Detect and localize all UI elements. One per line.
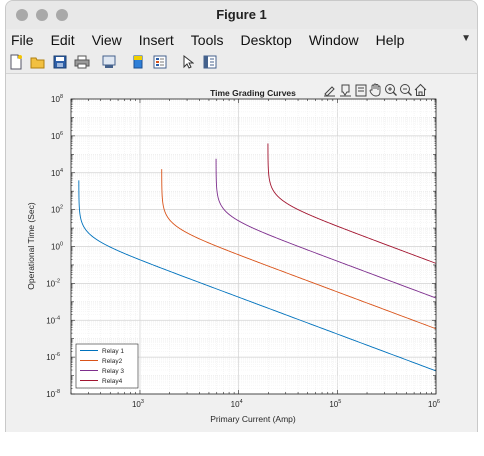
minimize-window-button[interactable] [36, 9, 48, 21]
menu-tools[interactable]: Tools [190, 32, 224, 48]
link-plot-icon[interactable] [102, 54, 118, 70]
legend-icon[interactable] [152, 54, 168, 70]
x-tick-label: 104 [231, 399, 243, 409]
series-line-2[interactable] [161, 169, 437, 330]
menu-file[interactable]: File [11, 32, 34, 48]
y-tick-label: 10-2 [46, 278, 60, 288]
select-arrow-icon[interactable] [180, 54, 196, 70]
series-line-3[interactable] [215, 158, 437, 299]
y-tick-label: 10-8 [46, 389, 60, 399]
y-tick-label: 100 [51, 242, 63, 252]
menu-view[interactable]: View [91, 32, 122, 48]
legend-label: Relay4 [102, 378, 123, 385]
zoom-out-icon[interactable] [400, 84, 412, 96]
legend-label: Relay 1 [102, 348, 124, 355]
menu-bar: File Edit View Insert Tools Desktop Wind… [6, 29, 477, 51]
print-icon[interactable] [74, 54, 90, 70]
maximize-window-button[interactable] [56, 9, 68, 21]
y-tick-labels: 10-8 10-6 10-4 10-2 100 102 104 106 108 [46, 94, 63, 399]
series-lines [78, 143, 437, 372]
x-tick-labels: 103 104 105 106 [132, 399, 440, 409]
x-tick-label: 103 [132, 399, 144, 409]
legend-label: Relay2 [102, 358, 123, 365]
x-tick-label: 106 [428, 399, 440, 409]
figure-toolbar [6, 51, 477, 74]
pan-icon[interactable] [369, 83, 381, 97]
menu-window[interactable]: Window [308, 32, 359, 48]
chart-title: Time Grading Curves [210, 88, 296, 98]
property-inspector-icon[interactable] [202, 54, 218, 70]
legend[interactable]: Relay 1 Relay2 Relay 3 Relay4 [75, 343, 139, 389]
page-background-strip [0, 432, 484, 456]
menu-edit[interactable]: Edit [50, 32, 75, 48]
legend-label: Relay 3 [102, 368, 124, 375]
save-icon[interactable] [52, 54, 68, 70]
export-icon[interactable] [355, 84, 367, 97]
brush-icon[interactable] [324, 86, 335, 97]
zoom-in-icon[interactable] [385, 84, 397, 96]
open-file-icon[interactable] [30, 54, 46, 70]
figure-canvas: 10-8 10-6 10-4 10-2 100 102 104 106 108 103 104 10… [6, 74, 477, 432]
menu-desktop[interactable]: Desktop [240, 32, 292, 48]
menu-insert[interactable]: Insert [138, 32, 174, 48]
figure-window: Figure 1 File Edit View Insert Tools Des… [5, 0, 478, 433]
y-tick-label: 104 [51, 168, 63, 178]
y-tick-label: 10-6 [46, 352, 60, 362]
close-window-button[interactable] [16, 9, 28, 21]
colorbar-icon[interactable] [130, 54, 146, 70]
x-axis-label: Primary Current (Amp) [210, 414, 296, 424]
axes-toolbar [324, 83, 427, 97]
data-tips-icon[interactable] [340, 84, 351, 97]
window-title: Figure 1 [216, 7, 267, 22]
y-tick-label: 102 [51, 205, 63, 215]
series-line-1[interactable] [78, 180, 437, 372]
y-tick-label: 106 [51, 131, 63, 141]
menu-overflow-icon[interactable]: ▼ [461, 33, 471, 44]
y-tick-label: 10-4 [46, 315, 60, 325]
menu-help[interactable]: Help [375, 32, 405, 48]
y-axis-label: Operational Time (Sec) [26, 202, 36, 290]
x-tick-label: 105 [329, 399, 341, 409]
axis-ticks [70, 98, 437, 395]
home-icon[interactable] [414, 83, 427, 96]
y-tick-label: 108 [51, 94, 63, 104]
series-line-4[interactable] [267, 143, 437, 264]
title-bar: Figure 1 [6, 1, 477, 29]
new-figure-icon[interactable] [8, 54, 24, 70]
